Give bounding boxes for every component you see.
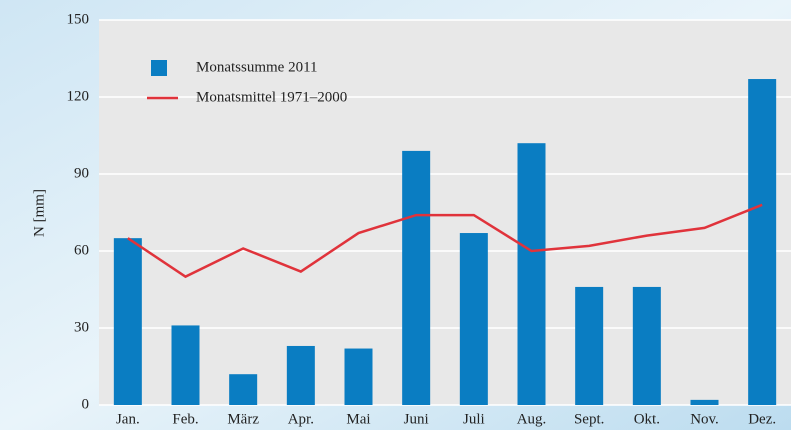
y-tick-label: 60	[74, 242, 89, 258]
y-tick-label: 90	[74, 165, 89, 181]
line	[127, 203, 763, 279]
bar	[286, 345, 315, 405]
legend-swatch	[151, 60, 167, 76]
bar	[459, 233, 488, 405]
plot-area	[99, 20, 791, 405]
x-tick-label: Juli	[463, 411, 485, 427]
x-tick-label: Aug.	[517, 411, 547, 427]
y-tick-label: 150	[67, 11, 90, 27]
y-tick-label: 120	[67, 88, 90, 104]
y-tick-label: 30	[74, 319, 89, 335]
bar	[517, 143, 546, 405]
bar	[229, 374, 258, 405]
bar	[575, 286, 604, 405]
bar	[344, 348, 373, 405]
x-tick-label: Dez.	[748, 411, 776, 427]
y-tick-label: 0	[82, 396, 90, 412]
x-tick-label: Jan.	[116, 411, 140, 427]
bar	[690, 399, 719, 405]
bar	[748, 79, 777, 406]
x-tick-label: Apr.	[288, 411, 314, 427]
bar	[113, 238, 142, 405]
x-tick-label: Mai	[346, 411, 370, 427]
x-tick-label: Okt.	[634, 411, 660, 427]
bar	[402, 150, 431, 405]
x-tick-label: Sept.	[574, 411, 604, 427]
legend-label: Monatsmittel 1971–2000	[196, 89, 347, 105]
x-tick-label: Feb.	[172, 411, 198, 427]
bar	[632, 286, 661, 405]
y-axis-label: N [mm]	[31, 189, 47, 237]
legend-label: Monatssumme 2011	[196, 59, 318, 75]
x-tick-label: März	[227, 411, 259, 427]
x-tick-label: Nov.	[690, 411, 719, 427]
bar	[171, 325, 200, 405]
x-tick-label: Juni	[404, 411, 429, 427]
